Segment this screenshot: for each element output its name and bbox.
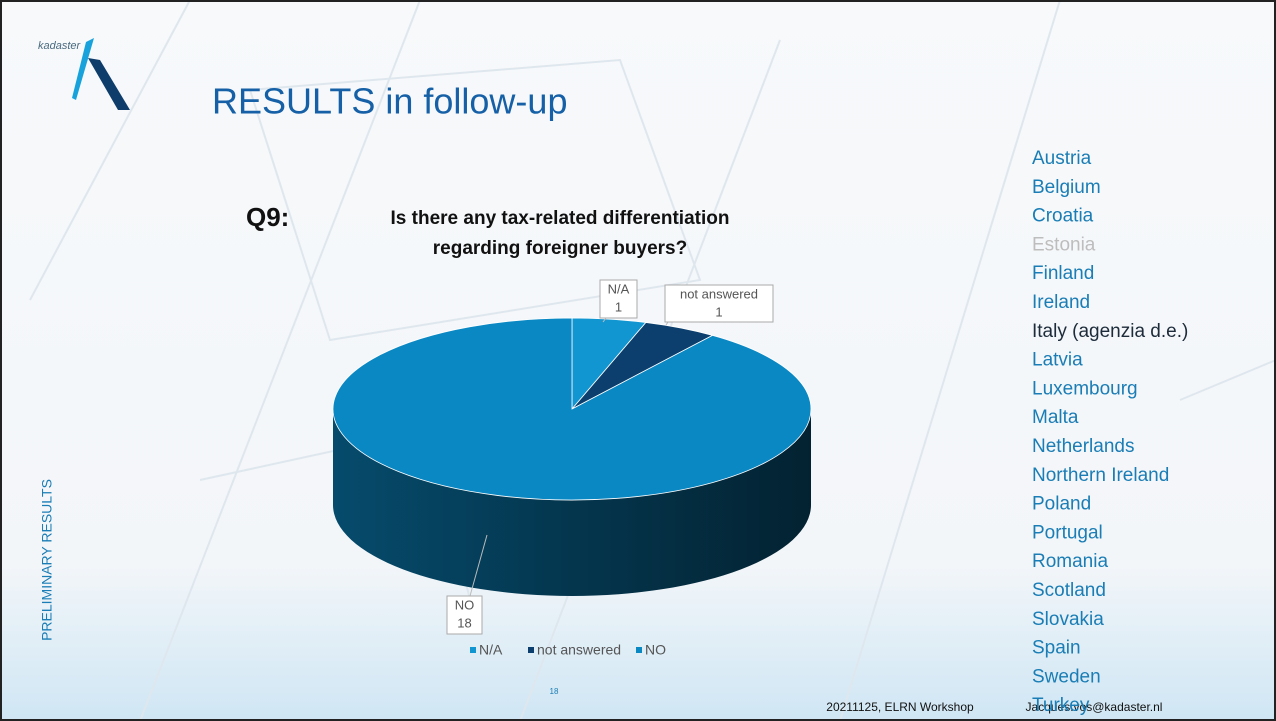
legend-marker — [636, 647, 642, 653]
footer-email: Jacques.vos@kadaster.nl — [1026, 700, 1163, 714]
data-label: NO — [455, 597, 475, 612]
side-label: PRELIMINARY RESULTS — [39, 479, 55, 641]
legend-marker — [470, 647, 476, 653]
data-label: 18 — [457, 615, 471, 630]
pie-slice — [332, 317, 812, 501]
country: Netherlands — [1032, 436, 1134, 457]
legend-marker — [528, 647, 534, 653]
leader-line — [602, 317, 607, 323]
data-label: not answered — [680, 286, 758, 301]
pie-side — [333, 409, 811, 596]
country: Sweden — [1032, 666, 1101, 687]
country: Slovakia — [1032, 609, 1104, 630]
label-box — [599, 279, 638, 319]
question-line: regarding foreigner buyers? — [433, 238, 687, 259]
page-number: 18 — [550, 687, 559, 696]
country: Latvia — [1032, 350, 1083, 371]
country: Estonia — [1032, 234, 1096, 255]
logo-mark — [72, 38, 94, 100]
country: Croatia — [1032, 206, 1094, 227]
country: Scotland — [1032, 580, 1106, 601]
label-box — [664, 284, 774, 323]
country: Finland — [1032, 263, 1094, 284]
country: Turkey — [1032, 695, 1090, 716]
country: Northern Ireland — [1032, 465, 1169, 486]
data-label: 1 — [715, 304, 722, 319]
legend-label: not answered — [537, 642, 621, 658]
leader-line — [469, 534, 488, 597]
slide-title: RESULTS in follow-up — [212, 81, 567, 122]
country: Malta — [1032, 407, 1079, 428]
country: Luxembourg — [1032, 378, 1138, 399]
country: Romania — [1032, 551, 1108, 572]
country: Spain — [1032, 638, 1081, 659]
legend-label: N/A — [479, 642, 503, 658]
country: Belgium — [1032, 177, 1101, 198]
label-box — [446, 595, 483, 635]
country: Italy (agenzia d.e.) — [1032, 321, 1188, 342]
question-number: Q9: — [246, 202, 289, 232]
footer-event: 20211125, ELRN Workshop — [826, 700, 974, 714]
country: Portugal — [1032, 522, 1103, 543]
country: Poland — [1032, 494, 1091, 515]
pie: N/A 1 not answered 1 NO 18 N/A not answered NO — [332, 279, 812, 658]
country: Austria — [1032, 148, 1092, 169]
logo-mark — [88, 58, 130, 110]
legend-label: NO — [645, 642, 666, 658]
question-line: Is there any tax-related differentiation — [391, 208, 730, 229]
data-label: 1 — [615, 299, 622, 314]
logo-text: kadaster — [38, 40, 82, 52]
country: Ireland — [1032, 292, 1090, 313]
data-label: N/A — [608, 281, 630, 296]
